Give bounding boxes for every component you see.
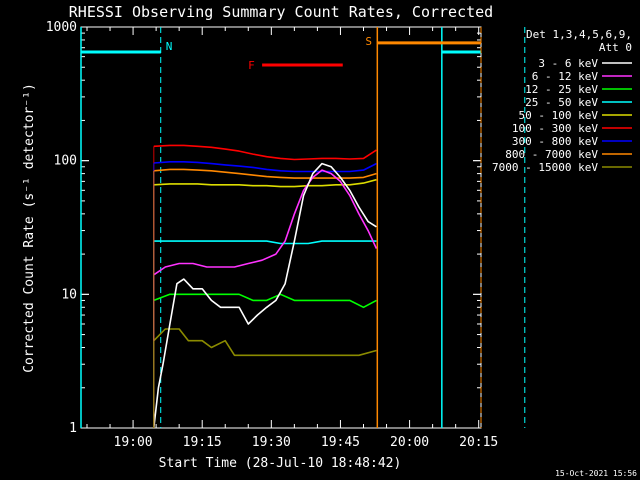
x-tick-label: 19:30 bbox=[252, 435, 291, 450]
series-line bbox=[153, 162, 377, 429]
series-line bbox=[153, 178, 377, 188]
x-axis-label: Start Time (28-Jul-10 18:48:42) bbox=[159, 456, 402, 471]
series-line bbox=[153, 240, 377, 245]
x-tick-label: 19:45 bbox=[321, 435, 360, 450]
series-line bbox=[153, 161, 377, 173]
plot-frame bbox=[80, 26, 482, 429]
x-tick-label: 20:00 bbox=[390, 435, 429, 450]
chart-title: RHESSI Observing Summary Count Rates, Co… bbox=[69, 3, 493, 21]
y-tick-label: 1 bbox=[69, 421, 77, 436]
y-tick-label: 100 bbox=[54, 154, 77, 169]
legend-header: Det 1,3,4,5,6,9, bbox=[526, 28, 632, 41]
legend-entry-label: 3 - 6 keV bbox=[538, 57, 598, 70]
series-line bbox=[153, 293, 377, 309]
night-marker-label: N bbox=[166, 40, 173, 53]
legend-entry-label: 7000 - 15000 keV bbox=[492, 161, 598, 174]
plot-area: 19:00 19:15 19:30 19:45 20:00 20:15 1 10 100 1000… bbox=[46, 20, 526, 450]
legend-entry-label: 100 - 300 keV bbox=[512, 122, 598, 135]
x-tick-label: 19:15 bbox=[183, 435, 222, 450]
series-group bbox=[153, 144, 378, 429]
y-tick-label: 1000 bbox=[46, 20, 77, 35]
x-tick-label: 19:00 bbox=[114, 435, 153, 450]
series-line bbox=[153, 328, 377, 357]
series-line bbox=[153, 169, 378, 276]
flare-marker-label: F bbox=[248, 59, 255, 72]
legend-entry-label: 50 - 100 keV bbox=[519, 109, 599, 122]
date-stamp: 15-Oct-2021 15:56 bbox=[555, 469, 637, 478]
legend-entry-label: 6 - 12 keV bbox=[532, 70, 599, 83]
legend-entry-label: 12 - 25 keV bbox=[525, 83, 598, 96]
legend-entry-label: 800 - 7000 keV bbox=[505, 148, 598, 161]
y-axis-label: Corrected Count Rate (s⁻¹ detector⁻¹) bbox=[22, 83, 37, 373]
legend-entry-label: 25 - 50 keV bbox=[525, 96, 598, 109]
legend-header: Att 0 bbox=[599, 41, 632, 54]
legend-entry-label: 300 - 800 keV bbox=[512, 135, 598, 148]
saa-marker-label: S bbox=[365, 35, 372, 48]
y-tick-label: 10 bbox=[61, 287, 77, 302]
series-line bbox=[153, 144, 377, 161]
x-tick-label: 20:15 bbox=[459, 435, 498, 450]
